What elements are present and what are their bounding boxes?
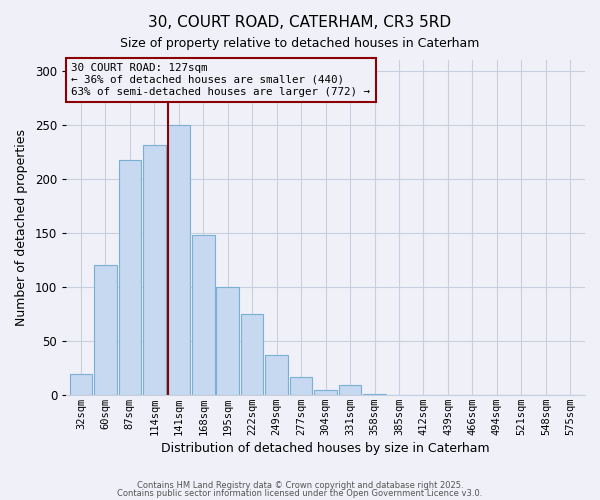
Text: 30, COURT ROAD, CATERHAM, CR3 5RD: 30, COURT ROAD, CATERHAM, CR3 5RD xyxy=(148,15,452,30)
Bar xyxy=(241,314,263,395)
Bar xyxy=(363,394,386,395)
Bar xyxy=(217,287,239,395)
Text: Size of property relative to detached houses in Caterham: Size of property relative to detached ho… xyxy=(121,38,479,51)
Bar xyxy=(339,385,361,395)
Bar xyxy=(119,160,141,395)
Bar xyxy=(167,125,190,395)
X-axis label: Distribution of detached houses by size in Caterham: Distribution of detached houses by size … xyxy=(161,442,490,455)
Bar xyxy=(192,235,215,395)
Y-axis label: Number of detached properties: Number of detached properties xyxy=(15,129,28,326)
Bar xyxy=(314,390,337,395)
Text: Contains HM Land Registry data © Crown copyright and database right 2025.: Contains HM Land Registry data © Crown c… xyxy=(137,480,463,490)
Text: 30 COURT ROAD: 127sqm
← 36% of detached houses are smaller (440)
63% of semi-det: 30 COURT ROAD: 127sqm ← 36% of detached … xyxy=(71,64,370,96)
Bar xyxy=(290,378,313,395)
Bar xyxy=(94,265,116,395)
Text: Contains public sector information licensed under the Open Government Licence v3: Contains public sector information licen… xyxy=(118,489,482,498)
Bar xyxy=(143,146,166,395)
Bar xyxy=(265,355,288,395)
Bar xyxy=(70,374,92,395)
